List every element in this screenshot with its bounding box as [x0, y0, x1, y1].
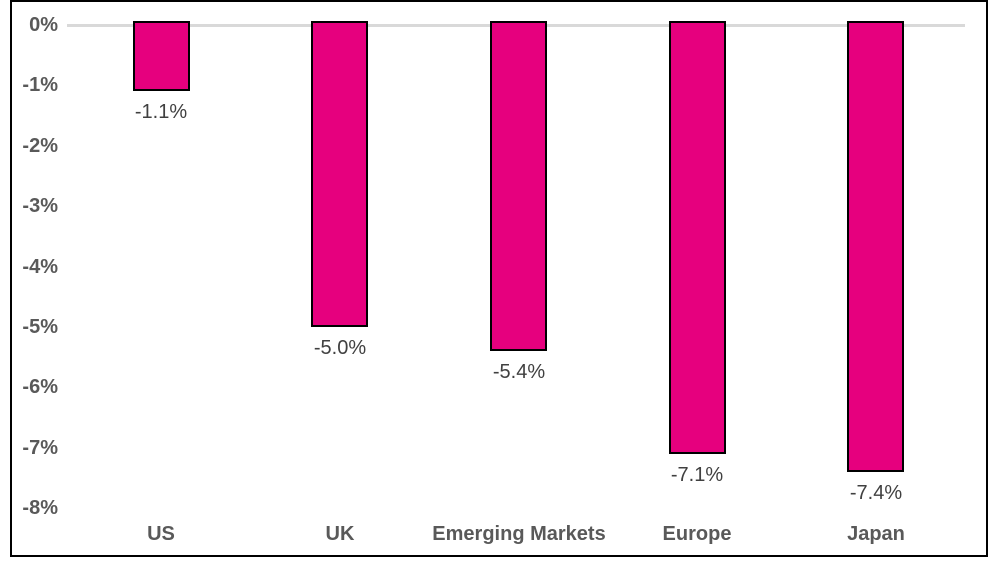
y-axis-tick-label: 0% [29, 14, 58, 36]
data-label: -1.1% [134, 101, 188, 123]
data-label: -7.4% [849, 482, 903, 504]
x-axis-category-label: Japan [847, 523, 905, 545]
y-axis-tick-label: -5% [22, 316, 58, 338]
y-axis-tick-label: -8% [22, 497, 58, 519]
x-axis-category-label: Europe [662, 523, 732, 545]
y-axis-tick-label: -3% [22, 195, 58, 217]
bar-japan [847, 21, 904, 472]
data-label: -5.4% [492, 361, 546, 383]
bar-uk [311, 21, 368, 327]
y-axis-tick-label: -2% [22, 135, 58, 157]
x-axis-category-label: UK [325, 523, 355, 545]
x-axis-category-label: Emerging Markets [432, 523, 606, 545]
y-axis-tick-label: -4% [22, 256, 58, 278]
y-axis-tick-label: -1% [22, 74, 58, 96]
data-label: -5.0% [313, 337, 367, 359]
bar-emerging-markets [490, 21, 547, 351]
bar-us [133, 21, 190, 91]
y-axis-tick-label: -7% [22, 437, 58, 459]
y-axis-tick-label: -6% [22, 376, 58, 398]
bar-europe [669, 21, 726, 454]
x-axis-category-label: US [147, 523, 175, 545]
data-label: -7.1% [670, 464, 724, 486]
